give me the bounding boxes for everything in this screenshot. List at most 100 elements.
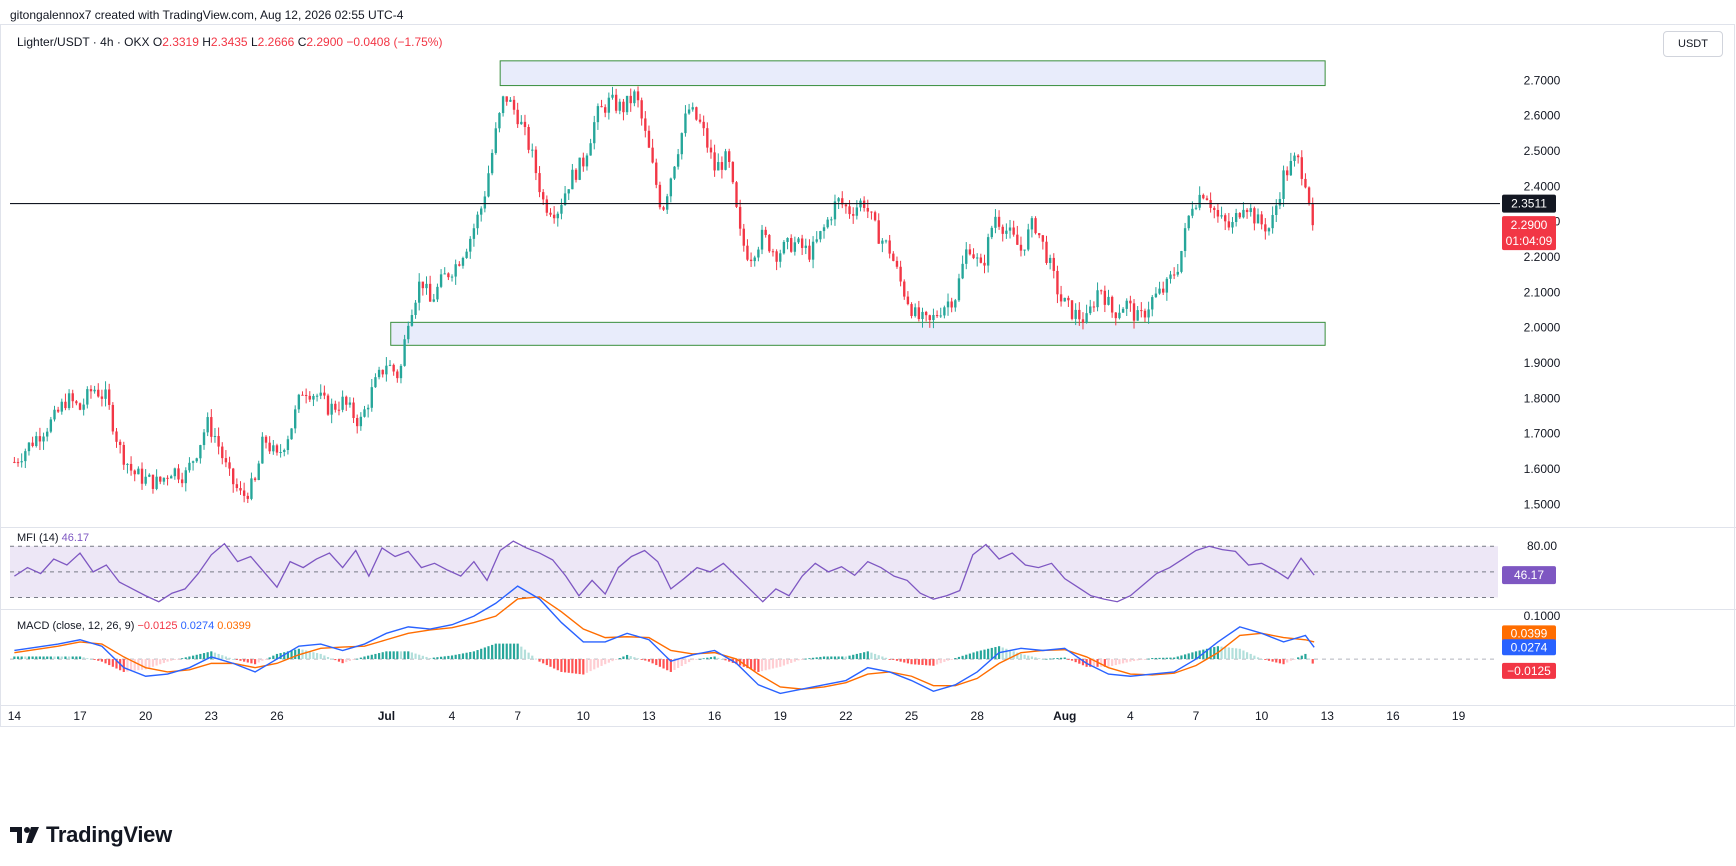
macd-histogram-bar bbox=[1213, 647, 1216, 660]
candle-body bbox=[914, 307, 917, 316]
candle-body bbox=[691, 107, 694, 110]
candle-body bbox=[633, 91, 636, 104]
macd-histogram-bar bbox=[472, 651, 475, 660]
macd-histogram-bar bbox=[283, 652, 286, 660]
macd-histogram-bar bbox=[108, 659, 111, 666]
price-axis-tick: 2.6000 bbox=[1524, 109, 1561, 123]
candle-body bbox=[1027, 229, 1030, 250]
macd-histogram-bar bbox=[1293, 659, 1296, 660]
candle-body bbox=[232, 468, 235, 485]
tradingview-logo-icon bbox=[10, 827, 39, 843]
macd-histogram-bar bbox=[943, 659, 946, 662]
candle-body bbox=[917, 307, 921, 320]
macd-histogram-bar bbox=[618, 658, 621, 660]
candle-body bbox=[680, 133, 683, 155]
candle-body bbox=[97, 389, 100, 397]
macd-histogram-bar bbox=[414, 653, 417, 660]
macd-histogram-bar bbox=[1147, 658, 1150, 660]
candle-body bbox=[330, 403, 333, 415]
macd-histogram-bar bbox=[567, 659, 570, 673]
signal-value-badge bbox=[1502, 625, 1556, 642]
author-credit: gitongalennox7 created with TradingView.… bbox=[10, 8, 404, 22]
candle-body bbox=[516, 109, 519, 125]
candle-body bbox=[1045, 241, 1048, 264]
macd-histogram-bar bbox=[884, 657, 888, 660]
macd-histogram-bar bbox=[483, 647, 486, 660]
macd-histogram-bar bbox=[1278, 659, 1281, 664]
candle-body bbox=[1213, 207, 1216, 210]
candle-body bbox=[501, 96, 505, 114]
candle-body bbox=[994, 216, 997, 228]
candle-body bbox=[1092, 306, 1096, 308]
macd-histogram-bar bbox=[1049, 658, 1052, 660]
candle-body bbox=[556, 213, 559, 219]
macd-histogram-bar bbox=[1001, 647, 1004, 660]
candle-body bbox=[1271, 214, 1274, 229]
price-axis-tick: 2.1000 bbox=[1524, 285, 1561, 299]
symbol-legend[interactable]: Lighter/USDT · 4h · OKX O2.3319 H2.3435 … bbox=[17, 35, 442, 49]
macd-histogram-bar bbox=[553, 659, 556, 669]
candle-body bbox=[1245, 209, 1249, 213]
macd-histogram-bar bbox=[1034, 657, 1037, 660]
candle-body bbox=[472, 228, 476, 239]
candle-body bbox=[1293, 155, 1296, 161]
candle-body bbox=[534, 149, 538, 174]
candle-body bbox=[421, 281, 425, 289]
macd-histogram-bar bbox=[348, 659, 351, 661]
macd-histogram-bar bbox=[647, 659, 651, 662]
candle-body bbox=[1180, 250, 1183, 272]
tradingview-logo-text: TradingView bbox=[46, 822, 172, 847]
macd-histogram-bar bbox=[403, 651, 406, 660]
macd-histogram-bar bbox=[1016, 652, 1019, 660]
candle-body bbox=[487, 173, 490, 197]
macd-histogram-bar bbox=[1089, 659, 1092, 667]
macd-histogram-bar bbox=[1297, 657, 1300, 660]
candle-body bbox=[304, 394, 308, 396]
candle-body bbox=[954, 300, 957, 308]
candle-body bbox=[742, 228, 745, 246]
currency-button[interactable]: USDT bbox=[1663, 31, 1723, 57]
macd-histogram-bar bbox=[651, 659, 654, 664]
macd-histogram-bar bbox=[126, 659, 129, 672]
macd-histogram-bar bbox=[615, 659, 618, 660]
candle-body bbox=[1202, 194, 1205, 199]
macd-histogram-bar bbox=[804, 658, 807, 660]
candle-body bbox=[881, 240, 884, 244]
macd-histogram-bar bbox=[987, 648, 990, 660]
macd-histogram-bar bbox=[1008, 650, 1012, 660]
candle-body bbox=[866, 207, 869, 212]
candle-body bbox=[151, 474, 155, 489]
candle-body bbox=[786, 238, 789, 242]
tradingview-logo[interactable]: TradingView bbox=[10, 822, 172, 848]
candle-body bbox=[67, 393, 71, 409]
candle-body bbox=[465, 251, 468, 258]
macd-histogram-bar bbox=[775, 659, 778, 668]
macd-histogram-bar bbox=[388, 651, 392, 660]
macd-histogram-bar bbox=[181, 658, 184, 660]
time-axis-tick: 4 bbox=[1127, 709, 1134, 723]
macd-histogram-bar bbox=[793, 659, 796, 662]
macd-histogram-bar bbox=[593, 659, 596, 670]
candle-body bbox=[483, 196, 487, 209]
macd-histogram-bar bbox=[1311, 659, 1314, 664]
macd-histogram-bar bbox=[148, 659, 151, 669]
candle-body bbox=[563, 193, 567, 206]
candle-body bbox=[1136, 310, 1139, 321]
macd-histogram-bar bbox=[374, 653, 377, 660]
candle-body bbox=[180, 479, 184, 484]
macd-histogram-bar bbox=[341, 659, 344, 664]
macd-histogram-bar bbox=[764, 659, 767, 671]
macd-histogram-bar bbox=[425, 656, 428, 660]
macd-histogram-bar bbox=[1176, 656, 1179, 660]
candle-body bbox=[224, 458, 228, 463]
candle-body bbox=[1034, 218, 1037, 234]
candle-body bbox=[731, 161, 735, 183]
candle-body bbox=[1154, 293, 1158, 298]
candle-body bbox=[1147, 309, 1150, 318]
candle-body bbox=[1103, 290, 1107, 305]
macd-histogram-bar bbox=[611, 659, 614, 662]
macd-histogram-bar bbox=[574, 659, 578, 674]
macd-histogram-bar bbox=[749, 659, 753, 670]
candle-body bbox=[1048, 257, 1052, 264]
